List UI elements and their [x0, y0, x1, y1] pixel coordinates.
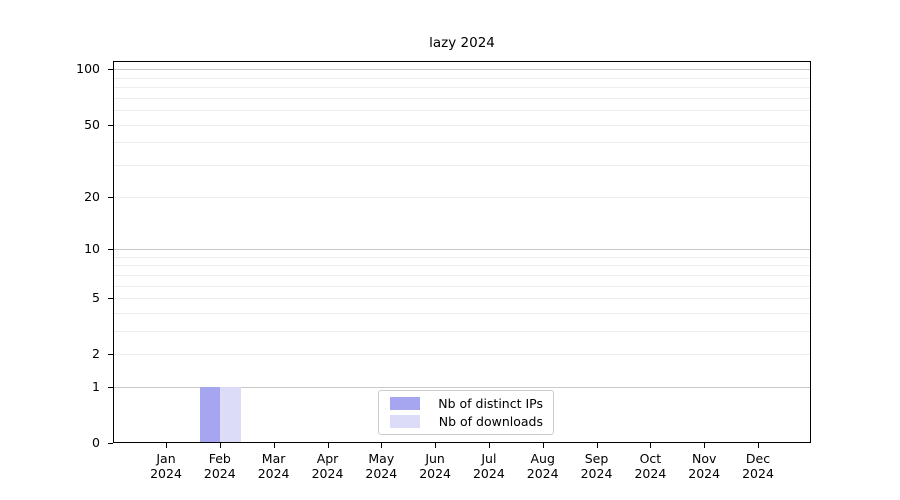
x-tick-year: 2024: [634, 466, 667, 481]
y-gridline-minor: [113, 142, 811, 144]
y-gridline-minor: [113, 97, 811, 99]
x-tick-mark: [273, 443, 275, 448]
x-tick-mark: [542, 443, 544, 448]
y-gridline-minor: [113, 87, 811, 89]
x-tick-year: 2024: [419, 466, 451, 481]
x-tick-month: Aug: [530, 451, 555, 466]
x-tick-mark: [219, 443, 221, 448]
y-tick-mark: [108, 196, 113, 198]
x-tick-mark: [596, 443, 598, 448]
y-tick-label: 0: [92, 435, 100, 450]
x-tick-year: 2024: [257, 466, 290, 481]
x-tick-mark: [327, 443, 329, 448]
x-tick-mark: [488, 443, 490, 448]
x-tick-label: Apr 2024: [300, 451, 356, 481]
y-gridline-minor: [113, 312, 811, 314]
y-tick-label: 100: [76, 61, 100, 77]
x-tick-label: Jun 2024: [407, 451, 463, 481]
x-tick-label: Oct 2024: [622, 451, 678, 481]
x-tick-month: May: [368, 451, 395, 466]
y-tick-label: 10: [84, 240, 100, 256]
distinct-ips-swatch: [390, 397, 420, 410]
y-gridline-minor: [113, 165, 811, 166]
x-tick-month: Nov: [691, 451, 717, 466]
y-gridline: [113, 354, 811, 356]
legend-label-downloads: Nb of downloads: [438, 414, 543, 429]
downloads-swatch: [390, 415, 420, 428]
y-tick-label: 5: [92, 289, 100, 305]
x-tick-label: Mar 2024: [246, 451, 302, 481]
x-tick-year: 2024: [365, 466, 398, 481]
y-gridline-minor: [113, 256, 811, 258]
x-tick-label: Jul 2024: [461, 451, 517, 481]
x-tick-year: 2024: [311, 466, 344, 481]
x-tick-year: 2024: [203, 466, 236, 481]
x-tick-label: Sep 2024: [569, 451, 625, 481]
distinct-ips-bar: [199, 386, 220, 443]
y-tick-mark: [108, 297, 113, 299]
x-tick-mark: [650, 443, 652, 448]
chart-title: lazy 2024: [429, 35, 495, 51]
x-tick-label: Feb 2024: [192, 451, 248, 481]
x-tick-month: Mar: [261, 451, 286, 466]
y-gridline: [113, 69, 811, 71]
y-gridline-minor: [113, 77, 811, 79]
x-tick-month: Apr: [316, 451, 339, 466]
y-tick-label: 2: [92, 346, 100, 362]
y-tick-mark: [108, 386, 113, 388]
plot-border: [113, 61, 811, 443]
y-gridline: [113, 196, 811, 198]
y-tick-mark: [108, 124, 113, 126]
x-tick-month: Jul: [481, 451, 497, 466]
y-tick-mark: [108, 443, 113, 444]
y-tick-label: 1: [92, 378, 100, 394]
x-tick-year: 2024: [150, 466, 182, 481]
x-tick-month: Dec: [745, 451, 771, 466]
x-tick-month: Oct: [639, 451, 662, 466]
x-tick-label: Nov 2024: [676, 451, 732, 481]
x-tick-label: Dec 2024: [730, 451, 786, 481]
x-tick-year: 2024: [688, 466, 721, 481]
x-tick-year: 2024: [472, 466, 505, 481]
y-tick-mark: [108, 354, 113, 356]
y-gridline: [113, 386, 811, 388]
x-tick-month: Feb: [208, 451, 231, 466]
x-tick-mark: [758, 443, 759, 448]
x-tick-mark: [435, 443, 437, 448]
x-tick-year: 2024: [580, 466, 613, 481]
y-gridline: [113, 248, 811, 250]
legend-item-distinct-ips: Nb of distinct IPs: [390, 396, 543, 411]
y-gridline-minor: [113, 274, 811, 276]
y-gridline: [113, 124, 811, 126]
x-tick-mark: [381, 443, 383, 448]
y-tick-label: 20: [84, 188, 100, 204]
x-tick-label: Aug 2024: [515, 451, 571, 481]
x-tick-mark: [704, 443, 706, 448]
y-gridline-minor: [113, 110, 811, 112]
downloads-bar: [219, 386, 241, 443]
x-tick-label: Jan 2024: [138, 451, 194, 481]
y-tick-label: 50: [84, 116, 100, 132]
y-gridline-minor: [113, 285, 811, 287]
legend: Nb of distinct IPs Nb of downloads: [378, 390, 554, 435]
y-gridline: [113, 297, 811, 299]
y-tick-mark: [108, 248, 113, 250]
legend-label-distinct-ips: Nb of distinct IPs: [438, 396, 543, 411]
x-tick-mark: [166, 443, 167, 448]
legend-item-downloads: Nb of downloads: [390, 414, 543, 429]
y-gridline-minor: [113, 265, 811, 267]
x-tick-year: 2024: [742, 466, 774, 481]
x-tick-month: Jan: [156, 451, 176, 466]
x-tick-year: 2024: [526, 466, 559, 481]
x-tick-label: May 2024: [353, 451, 409, 481]
x-tick-month: Jun: [425, 451, 445, 466]
y-gridline-minor: [113, 330, 811, 332]
x-tick-month: Sep: [584, 451, 609, 466]
y-tick-mark: [108, 69, 113, 71]
